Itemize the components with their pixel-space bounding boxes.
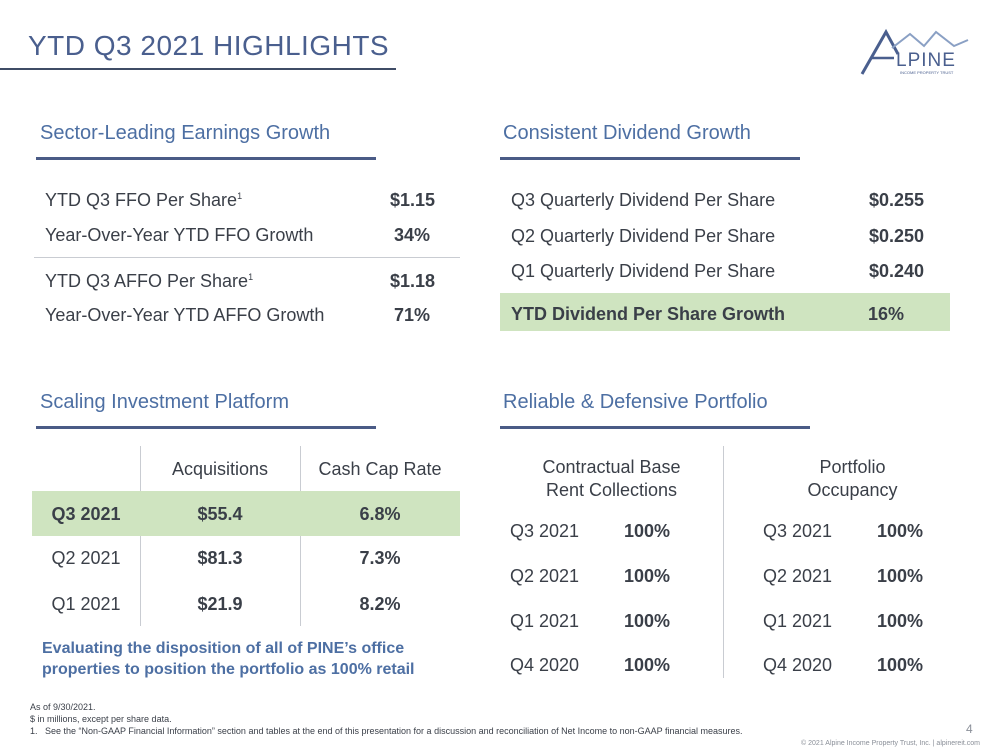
affo-per-share-label: YTD Q3 AFFO Per Share1: [45, 271, 254, 291]
occupancy-title: Portfolio Occupancy: [807, 457, 898, 500]
ffo-per-share-value: $1.15: [389, 190, 435, 210]
occupancy-q3-period: Q3 2021: [763, 521, 833, 541]
ffo-growth-value: 34%: [393, 225, 430, 245]
rent-q4-period: Q4 2020: [510, 655, 580, 675]
rent-q3-value: 100%: [623, 521, 670, 541]
acquisitions-header: Acquisitions: [171, 459, 269, 479]
dividend-growth-value: 16%: [868, 304, 905, 324]
earnings-section-title: Sector-Leading Earnings Growth: [40, 122, 331, 144]
rent-q2-value: 100%: [623, 566, 670, 586]
rent-collections-title: Contractual Base Rent Collections: [542, 457, 681, 500]
page-title: YTD Q3 2021 HIGHLIGHTS: [28, 30, 390, 61]
affo-growth-value: 71%: [393, 305, 430, 325]
copyright: © 2021 Alpine Income Property Trust, Inc…: [801, 740, 980, 747]
dividend-section-title: Consistent Dividend Growth: [503, 122, 751, 144]
affo-per-share-value: $1.18: [389, 271, 435, 291]
portfolio-section-rule: [500, 426, 810, 429]
portfolio-section-title: Reliable & Defensive Portfolio: [503, 391, 768, 413]
logo-subtext: INCOME PROPERTY TRUST: [900, 70, 954, 75]
title-divider: [0, 68, 396, 70]
footnote-date: As of 9/30/2021.: [30, 702, 96, 712]
occupancy-q1-value: 100%: [876, 611, 923, 631]
investment-q3-acq: $55.4: [197, 504, 243, 524]
investment-q1-acq: $21.9: [197, 594, 243, 614]
q1-dividend-label: Q1 Quarterly Dividend Per Share: [511, 261, 776, 281]
investment-q2-acq: $81.3: [197, 548, 243, 568]
investment-q3-highlight: [32, 491, 460, 536]
investment-section-rule: [36, 426, 376, 429]
investment-q2-period: Q2 2021: [51, 548, 121, 568]
investment-q3-period: Q3 2021: [51, 504, 121, 524]
occupancy-q2-value: 100%: [876, 566, 923, 586]
q1-dividend-value: $0.240: [868, 261, 924, 281]
earnings-section-rule: [36, 157, 376, 160]
q3-dividend-label: Q3 Quarterly Dividend Per Share: [511, 190, 776, 210]
alpine-logo: LPINE INCOME PROPERTY TRUST: [858, 26, 978, 78]
disposition-note: Evaluating the disposition of all of PIN…: [42, 640, 415, 678]
page-number: 4: [966, 722, 973, 736]
rent-q4-value: 100%: [623, 655, 670, 675]
investment-q1-rate: 8.2%: [359, 594, 401, 614]
ffo-growth-label: Year-Over-Year YTD FFO Growth: [45, 225, 314, 245]
investment-q2-rate: 7.3%: [359, 548, 401, 568]
footnote-units: $ in millions, except per share data.: [30, 714, 172, 724]
q3-dividend-value: $0.255: [868, 190, 924, 210]
portfolio-col-divider: [723, 446, 724, 678]
affo-growth-label: Year-Over-Year YTD AFFO Growth: [45, 305, 325, 325]
occupancy-q4-period: Q4 2020: [763, 655, 833, 675]
footnote-non-gaap: 1. See the “Non-GAAP Financial Informati…: [30, 726, 743, 736]
rent-q2-period: Q2 2021: [510, 566, 580, 586]
occupancy-q1-period: Q1 2021: [763, 611, 833, 631]
investment-q1-period: Q1 2021: [51, 594, 121, 614]
rent-q3-period: Q3 2021: [510, 521, 580, 541]
dividend-growth-highlight: [500, 293, 950, 331]
investment-col-divider-1: [140, 446, 141, 626]
dividend-section-rule: [500, 157, 800, 160]
q2-dividend-label: Q2 Quarterly Dividend Per Share: [511, 226, 776, 246]
occupancy-q4-value: 100%: [876, 655, 923, 675]
occupancy-q3-value: 100%: [876, 521, 923, 541]
mountain-logo-icon: [860, 28, 969, 75]
investment-col-divider-2: [300, 446, 301, 626]
investment-section-title: Scaling Investment Platform: [40, 391, 289, 413]
investment-q3-rate: 6.8%: [359, 504, 401, 524]
logo-wordmark: LPINE: [896, 50, 956, 71]
rent-q1-value: 100%: [623, 611, 670, 631]
earnings-divider: [34, 257, 460, 258]
cap-rate-header: Cash Cap Rate: [318, 459, 442, 479]
rent-q1-period: Q1 2021: [510, 611, 580, 631]
ffo-per-share-label: YTD Q3 FFO Per Share1: [45, 190, 243, 210]
q2-dividend-value: $0.250: [868, 226, 924, 246]
occupancy-q2-period: Q2 2021: [763, 566, 833, 586]
footnotes: As of 9/30/2021. $ in millions, except p…: [30, 701, 930, 737]
dividend-growth-label: YTD Dividend Per Share Growth: [511, 304, 786, 324]
